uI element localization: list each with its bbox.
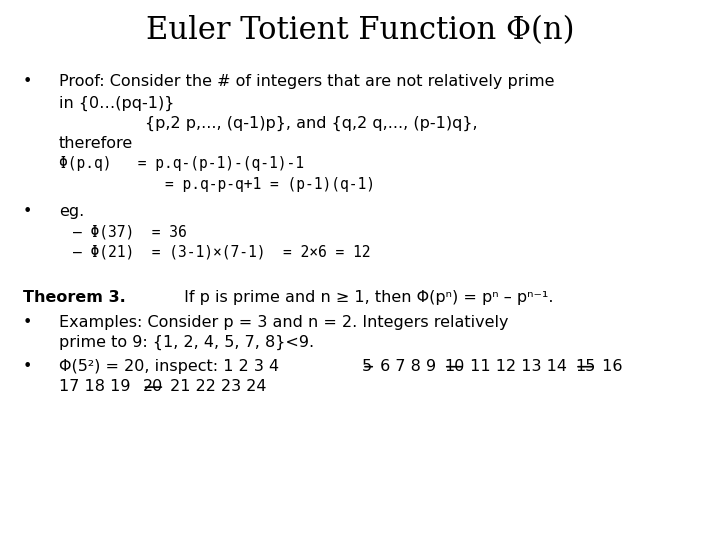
Text: therefore: therefore [59,136,133,151]
Text: 16: 16 [597,359,622,374]
Text: Φ(p.q)   = p.q-(p-1)-(q-1)-1: Φ(p.q) = p.q-(p-1)-(q-1)-1 [59,156,304,171]
Text: Euler Totient Function Φ(n): Euler Totient Function Φ(n) [145,15,575,46]
Text: Proof: Consider the # of integers that are not relatively prime: Proof: Consider the # of integers that a… [59,74,554,89]
Text: Theorem 3.: Theorem 3. [23,291,126,306]
Text: Examples: Consider p = 3 and n = 2. Integers relatively: Examples: Consider p = 3 and n = 2. Inte… [59,315,508,329]
Text: 11 12 13 14: 11 12 13 14 [465,359,572,374]
Text: •: • [23,315,32,329]
Text: – Φ(37)  = 36: – Φ(37) = 36 [73,225,187,240]
Text: prime to 9: {1, 2, 4, 5, 7, 8}<9.: prime to 9: {1, 2, 4, 5, 7, 8}<9. [59,335,314,350]
Text: – Φ(21)  = (3-1)×(7-1)  = 2×6 = 12: – Φ(21) = (3-1)×(7-1) = 2×6 = 12 [73,245,371,260]
Text: •: • [23,205,32,219]
Text: = p.q-p-q+1 = (p-1)(q-1): = p.q-p-q+1 = (p-1)(q-1) [165,177,375,192]
Text: 17 18 19: 17 18 19 [59,379,135,394]
Text: 5: 5 [362,359,372,374]
Text: 21 22 23 24: 21 22 23 24 [165,379,266,394]
Text: Φ(5²) = 20, inspect: 1 2 3 4: Φ(5²) = 20, inspect: 1 2 3 4 [59,359,284,374]
Text: •: • [23,359,32,374]
Text: {p,2 p,..., (q-1)p}, and {q,2 q,..., (p-1)q},: {p,2 p,..., (q-1)p}, and {q,2 q,..., (p-… [145,116,477,131]
Text: 15: 15 [575,359,595,374]
Text: If p is prime and n ≥ 1, then Φ(pⁿ) = pⁿ – pⁿ⁻¹.: If p is prime and n ≥ 1, then Φ(pⁿ) = pⁿ… [179,291,554,306]
Text: eg.: eg. [59,205,84,219]
Text: 10: 10 [444,359,464,374]
Text: 6 7 8 9: 6 7 8 9 [375,359,441,374]
Text: •: • [23,74,32,89]
Text: in {0…(pq-1)}: in {0…(pq-1)} [59,96,174,111]
Text: 20: 20 [143,379,163,394]
